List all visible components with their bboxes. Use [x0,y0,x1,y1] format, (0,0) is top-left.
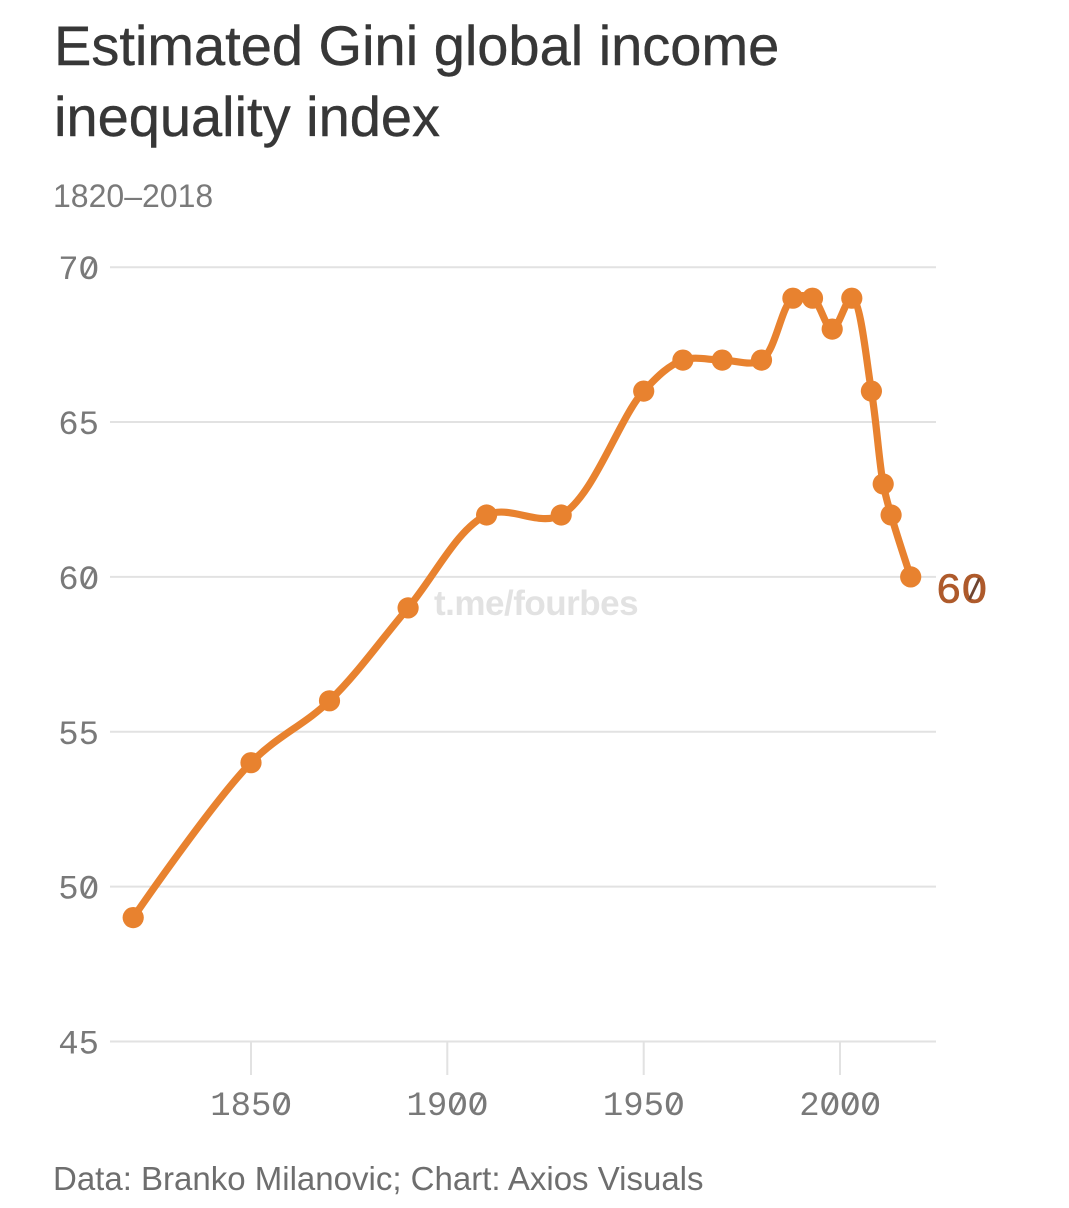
svg-text:65: 65 [58,407,99,445]
svg-text:19OO: 19OO [406,1088,488,1126]
svg-text:t.me/fourbes: t.me/fourbes [434,584,638,623]
svg-text:5O: 5O [58,872,99,910]
svg-text:6O: 6O [58,562,99,600]
svg-text:55: 55 [58,717,99,755]
svg-text:6O: 6O [936,567,988,616]
svg-text:195O: 195O [603,1088,685,1126]
svg-text:185O: 185O [210,1088,292,1126]
svg-text:45: 45 [58,1027,99,1065]
svg-text:2OOO: 2OOO [799,1088,881,1126]
svg-text:7O: 7O [58,252,99,290]
